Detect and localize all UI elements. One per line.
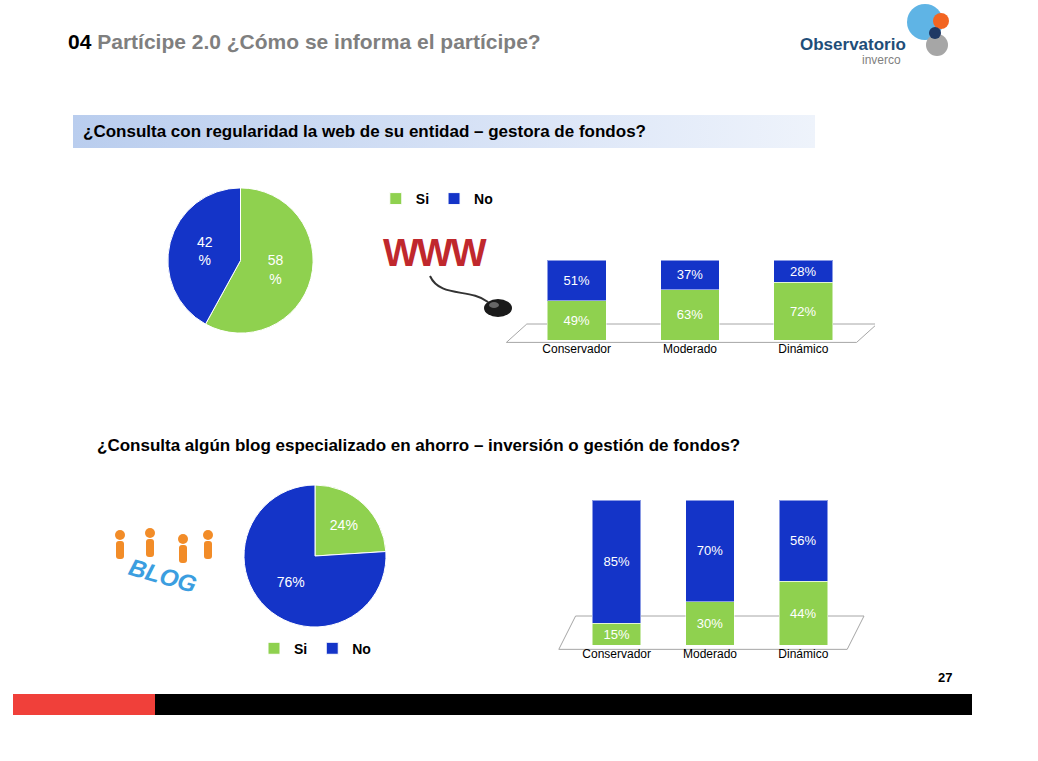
- html-text:¿Consulta algún blog especiali: ¿Consulta algún blog especializado en ah…: [97, 436, 741, 455]
- svg-text:42%: 42%: [197, 234, 213, 268]
- svg-text:24%: 24%: [330, 517, 358, 533]
- svg-text:37%: 37%: [677, 267, 703, 282]
- svg-text:No: No: [352, 641, 371, 657]
- html-text:27: 27: [938, 670, 953, 685]
- svg-text:63%: 63%: [677, 307, 703, 322]
- svg-text:No: No: [474, 191, 493, 207]
- svg-text:44%: 44%: [790, 606, 816, 621]
- svg-text:49%: 49%: [563, 313, 589, 328]
- html-text:¿Consulta con regularidad la w: ¿Consulta con regularidad la web de su e…: [83, 122, 646, 141]
- svg-text:Dinámico: Dinámico: [778, 647, 828, 661]
- svg-text:72%: 72%: [790, 304, 816, 319]
- svg-text:Si: Si: [294, 641, 307, 657]
- svg-text:70%: 70%: [697, 543, 723, 558]
- svg-text:Moderado: Moderado: [663, 342, 717, 356]
- svg-text:58%: 58%: [268, 252, 284, 286]
- html-text:Observatorio: Observatorio: [800, 35, 906, 54]
- html-text:inverco: inverco: [862, 53, 901, 67]
- svg-text:76%: 76%: [277, 574, 305, 590]
- html-text:04 Partícipe 2.0 ¿Cómo se info: 04 Partícipe 2.0 ¿Cómo se informa el par…: [68, 30, 541, 53]
- svg-text:51%: 51%: [563, 273, 589, 288]
- svg-text:28%: 28%: [790, 264, 816, 279]
- svg-text:Si: Si: [416, 191, 429, 207]
- svg-text:Conservador: Conservador: [542, 342, 611, 356]
- svg-text:56%: 56%: [790, 533, 816, 548]
- html-text:WWW: WWW: [383, 232, 485, 274]
- svg-text:Moderado: Moderado: [683, 647, 737, 661]
- svg-text:30%: 30%: [697, 616, 723, 631]
- svg-text:Dinámico: Dinámico: [778, 342, 828, 356]
- svg-text:Conservador: Conservador: [582, 647, 651, 661]
- svg-text:85%: 85%: [603, 554, 629, 569]
- html-text:BLOG: BLOG: [125, 553, 200, 599]
- svg-text:15%: 15%: [603, 627, 629, 642]
